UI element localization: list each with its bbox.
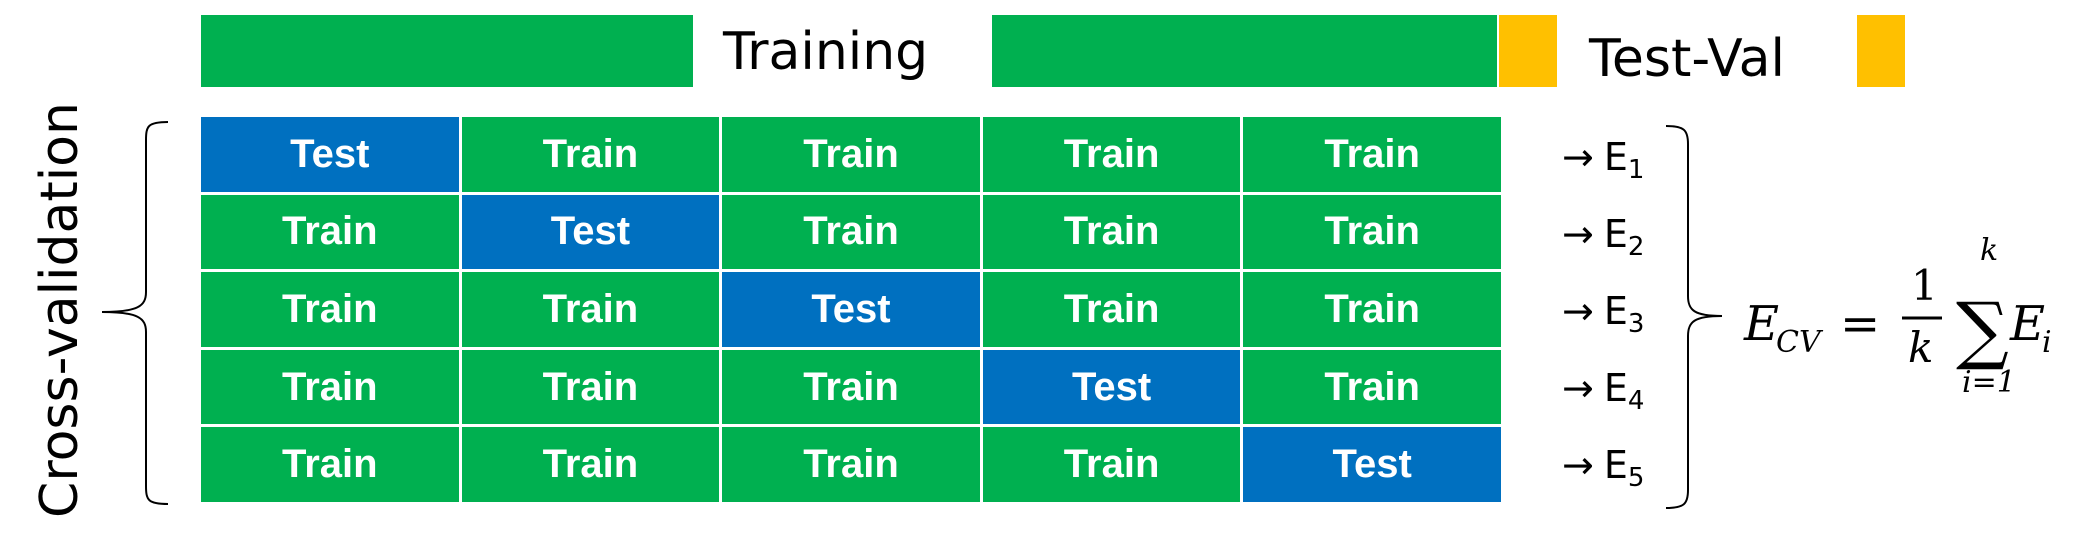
fold-cell: Train xyxy=(201,349,459,425)
error-subscript: 2 xyxy=(1627,232,1645,262)
testval-label: Test-Val xyxy=(1589,29,1785,89)
arrow-icon: → xyxy=(1562,212,1594,256)
error-subscript: 3 xyxy=(1627,309,1645,339)
fold-cell: Test xyxy=(722,272,980,347)
arrow-icon: → xyxy=(1562,366,1594,410)
fold-cell: Train xyxy=(201,194,459,270)
fold-cell: Train xyxy=(1243,117,1501,192)
fold-cell: Train xyxy=(461,349,720,425)
fold-cell: Train xyxy=(722,349,980,425)
testval-bar-right xyxy=(1857,15,1905,87)
error-subscript: 5 xyxy=(1627,463,1645,493)
error-base: E xyxy=(1603,135,1628,179)
error-base: E xyxy=(1603,212,1628,256)
fold-cell: Train xyxy=(982,194,1241,270)
arrow-icon: → xyxy=(1562,443,1594,487)
right-brace xyxy=(1665,125,1723,509)
fold-cell: Train xyxy=(722,194,980,270)
fold-cell: Train xyxy=(722,117,980,192)
fold-cell: Train xyxy=(461,427,720,502)
fold-cell: Train xyxy=(982,117,1241,192)
fold-cell: Test xyxy=(1243,427,1501,502)
fold-cell: Train xyxy=(1243,272,1501,347)
fold-cell: Train xyxy=(201,427,459,502)
error-label: → E4 xyxy=(1562,366,1644,416)
fold-cell: Train xyxy=(461,272,720,347)
fold-cell: Train xyxy=(1243,194,1501,270)
training-bar-right xyxy=(992,15,1497,87)
arrow-icon: → xyxy=(1562,289,1594,333)
error-base: E xyxy=(1603,366,1628,410)
error-label: → E5 xyxy=(1562,443,1644,493)
error-base: E xyxy=(1603,443,1628,487)
formula-frac-num: 1 xyxy=(1911,261,1938,310)
fold-cell: Test xyxy=(201,117,459,192)
formula-lhs-sub: CV xyxy=(1776,325,1824,360)
fold-cell: Train xyxy=(982,427,1241,502)
formula-term-sub: i xyxy=(2042,325,2052,360)
fold-cell: Train xyxy=(722,427,980,502)
fold-cell: Test xyxy=(982,349,1241,425)
formula-sigma: ∑ xyxy=(1956,287,2009,373)
formula-lhs: E xyxy=(1743,296,1779,352)
left-brace xyxy=(101,121,169,505)
testval-bar-left xyxy=(1499,15,1557,87)
error-base: E xyxy=(1603,289,1628,333)
error-subscript: 1 xyxy=(1627,155,1645,185)
fold-cell: Train xyxy=(461,117,720,192)
formula-lower: i=1 xyxy=(1962,365,2016,400)
fold-cell: Train xyxy=(201,272,459,347)
formula-term: E xyxy=(2009,296,2045,352)
error-label: → E3 xyxy=(1562,289,1644,339)
training-label: Training xyxy=(723,22,929,82)
error-label: → E1 xyxy=(1562,135,1644,185)
training-bar-left xyxy=(201,15,693,87)
formula-frac-den: k xyxy=(1908,323,1933,372)
formula-equals: = xyxy=(1840,296,1880,352)
formula-upper: k xyxy=(1980,233,1998,268)
fold-cell: Train xyxy=(982,272,1241,347)
cv-grid: Test Train Train Train Train Train Test Train Tr… xyxy=(201,117,1501,502)
fold-cell: Train xyxy=(1243,349,1501,425)
arrow-icon: → xyxy=(1562,135,1594,179)
fold-cell: Test xyxy=(461,194,720,270)
error-subscript: 4 xyxy=(1627,386,1645,416)
error-label: → E2 xyxy=(1562,212,1644,262)
